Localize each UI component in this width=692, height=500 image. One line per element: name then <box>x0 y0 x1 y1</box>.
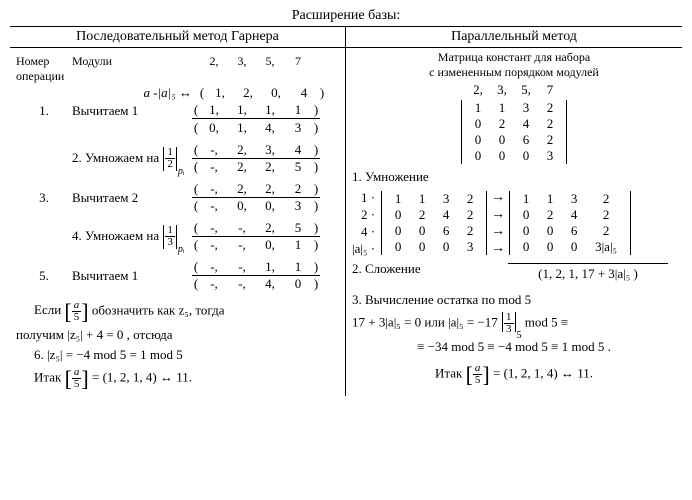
tuple-2b: (-,2,2,5) <box>192 159 320 175</box>
tuple-4b: (-,-,0,1) <box>192 237 320 253</box>
op5-label: Вычитаем 1 <box>72 268 192 284</box>
garner-column: Номер операции Модули 2, 3, 5, 7 a -|a|₅… <box>10 48 346 396</box>
left-header: Последовательный метод Гарнера <box>10 27 346 48</box>
multiply-block: 1 · 2 · 4 · |a|₅ · 1132 0242 0062 0003 →… <box>352 189 676 257</box>
tuple-1a: (1,1,1,1) <box>192 102 320 119</box>
mat-mid: 1132 0242 0062 0003 <box>381 191 487 255</box>
columns: Последовательный метод Гарнера Параллель… <box>10 26 682 396</box>
step-2-row: 2. Сложение (1, 2, 1, 17 + 3|a|₅ ) <box>352 261 676 282</box>
left-end-2: получим |z₅| + 4 = 0 , отсюда <box>16 327 339 343</box>
op-3: 3. <box>16 190 72 206</box>
tuple-4a: (-,-,2,5) <box>192 220 320 237</box>
eq-1: 17 + 3|a|₅ = 0 или |a|₅ = −17 13 5 mod 5… <box>352 312 676 335</box>
tuple-2a: (-,2,3,4) <box>192 142 320 159</box>
eq-2: ≡ −34 mod 5 ≡ −4 mod 5 ≡ 1 mod 5 . <box>352 339 676 355</box>
left-end-3: 6. |z₅| = −4 mod 5 = 1 mod 5 <box>16 347 339 363</box>
third-mod: 13 pᵢ <box>162 225 184 249</box>
op2-label: 2. Умножаем на 12 pᵢ <box>72 147 192 171</box>
op1-label: Вычитаем 1 <box>72 103 192 119</box>
page-title: Расширение базы: <box>10 8 682 24</box>
left-end-1: Если [a5] обозначить как z₅, тогда <box>16 300 339 323</box>
step-1-title: 1. Умножение <box>352 169 676 185</box>
left-end-4: Итак [a5] = (1, 2, 1, 4) ↔ 11. <box>16 367 339 390</box>
right-header: Параллельный метод <box>346 27 682 48</box>
matrix-title-1: Матрица констант для набора <box>352 50 676 65</box>
modules-head: Модули <box>72 54 192 84</box>
mat-right: 1132 0242 0062 0003|a|₅ <box>509 191 631 255</box>
op-1: 1. <box>16 103 72 119</box>
step-3-title: 3. Вычисление остатка по mod 5 <box>352 292 676 308</box>
parallel-column: Матрица констант для набора с измененным… <box>346 48 682 396</box>
op4-label: 4. Умножаем на 13 pᵢ <box>72 225 192 249</box>
step-2-title: 2. Сложение <box>352 261 431 277</box>
a-line-label: a -|a|₅ ↔ <box>72 85 198 101</box>
op-5: 5. <box>16 268 72 284</box>
tuple-a: (1,2,0,4) <box>198 85 326 101</box>
matrix-mod-head: 2, 3, 5, 7 <box>352 82 676 98</box>
tuple-5a: (-,-,1,1) <box>192 259 320 276</box>
right-end: Итак [a5] = (1, 2, 1, 4) ↔ 11. <box>352 363 676 386</box>
tuple-5b: (-,-,4,0) <box>192 276 320 292</box>
const-matrix: 1132 0242 0062 0003 <box>461 100 567 164</box>
tuple-3b: (-,0,0,3) <box>192 198 320 214</box>
half-mod: 12 pᵢ <box>162 147 184 171</box>
tuple-1b: (0,1,4,3) <box>192 120 320 136</box>
matrix-title-2: с измененным порядком модулей <box>352 65 676 80</box>
vec-labels: 1 · 2 · 4 · |a|₅ · <box>352 189 377 257</box>
sum-result: (1, 2, 1, 17 + 3|a|₅ ) <box>508 263 668 282</box>
tuple-3a: (-,2,2,2) <box>192 181 320 198</box>
arrow-col: →→→→ <box>489 189 507 257</box>
op3-label: Вычитаем 2 <box>72 190 192 206</box>
modules-values: 2, 3, 5, 7 <box>192 54 339 84</box>
num-op-head: Номер операции <box>16 54 72 84</box>
